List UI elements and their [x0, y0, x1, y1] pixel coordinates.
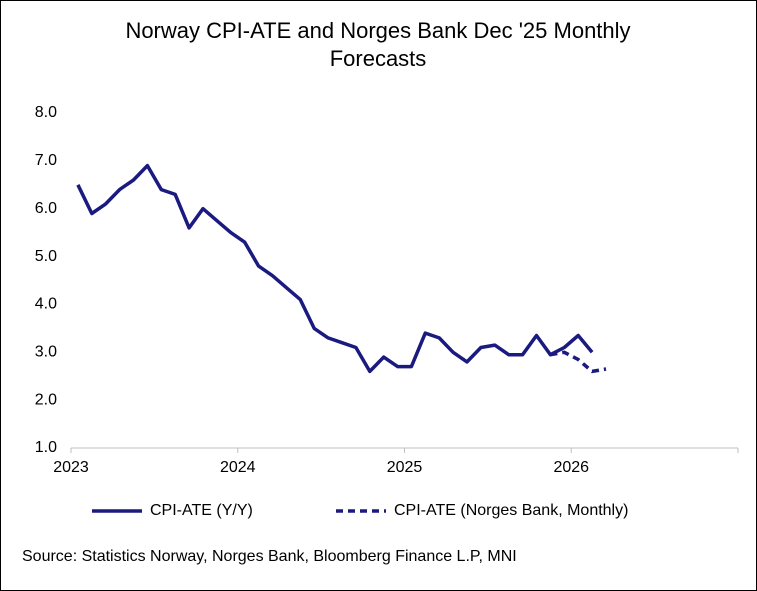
x-tick-label: 2026 [553, 459, 589, 476]
line-series [550, 350, 607, 374]
x-tick-label: 2025 [387, 459, 423, 476]
x-tick-label: 2024 [220, 459, 256, 476]
chart-title: Forecasts [330, 46, 427, 71]
y-tick-label: 1.0 [35, 439, 57, 456]
legend-label: CPI-ATE (Y/Y) [150, 502, 253, 519]
y-tick-label: 7.0 [35, 152, 57, 169]
chart-title: Norway CPI-ATE and Norges Bank Dec '25 M… [125, 18, 630, 43]
y-tick-label: 3.0 [35, 344, 57, 361]
y-tick-label: 2.0 [35, 391, 57, 408]
legend-label: CPI-ATE (Norges Bank, Monthly) [394, 502, 628, 519]
source-note: Source: Statistics Norway, Norges Bank, … [22, 548, 517, 565]
y-tick-label: 6.0 [35, 200, 57, 217]
y-tick-label: 5.0 [35, 248, 57, 265]
x-tick-label: 2023 [53, 459, 89, 476]
y-tick-label: 8.0 [35, 104, 57, 121]
y-tick-label: 4.0 [35, 296, 57, 313]
line-series [76, 163, 594, 374]
